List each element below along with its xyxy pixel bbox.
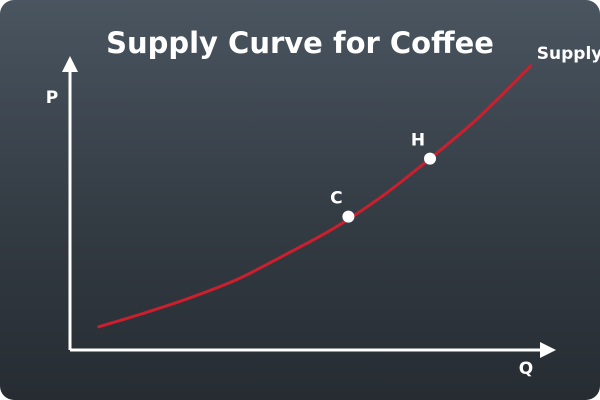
supply-curve-line	[97, 64, 533, 329]
point-c-marker	[342, 210, 355, 223]
y-axis-arrow-icon	[62, 56, 78, 72]
point-c-label: C	[330, 189, 342, 209]
points-layer: CH	[330, 131, 436, 223]
chart-title: Supply Curve for Coffee	[106, 26, 494, 60]
supply-series-label: Supply	[537, 44, 600, 64]
point-h-marker	[424, 152, 436, 165]
point-h-label: H	[411, 131, 425, 151]
y-axis-label: P	[46, 88, 58, 108]
series-layer: Supply	[97, 44, 600, 329]
x-axis-arrow-icon	[540, 342, 556, 358]
x-axis-label: Q	[519, 359, 533, 379]
